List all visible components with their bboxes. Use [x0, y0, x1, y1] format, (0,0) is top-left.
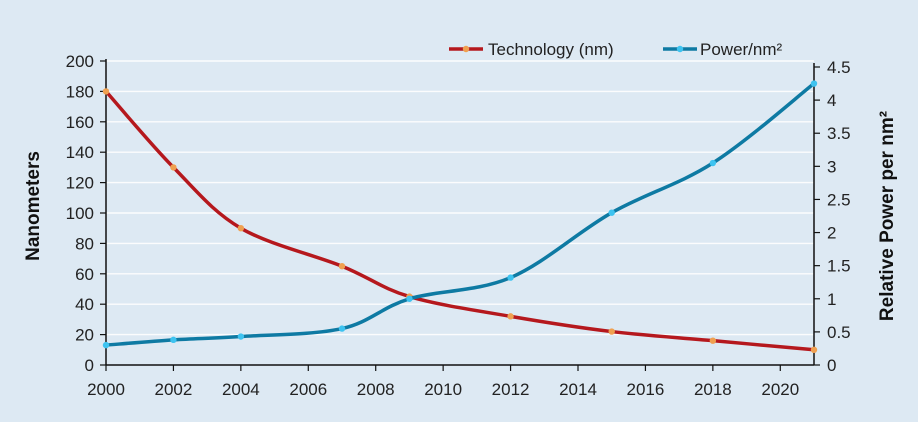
data-point-power	[810, 80, 818, 87]
y2-tick-label: 3.5	[827, 124, 851, 143]
data-point-power	[507, 274, 514, 281]
y-tick-label: 140	[66, 143, 94, 162]
data-point-technology	[170, 164, 177, 171]
y2-tick-label: 3	[827, 157, 836, 176]
legend-label-power: Power/nm²	[700, 40, 783, 59]
data-point-technology	[507, 313, 514, 320]
data-point-technology	[102, 88, 110, 95]
y-tick-label: 180	[66, 82, 94, 101]
data-point-power	[338, 325, 346, 332]
gridlines	[106, 60, 814, 336]
legend-label-technology: Technology (nm)	[488, 40, 614, 59]
y2-tick-label: 1	[827, 290, 836, 309]
y-tick-label: 80	[75, 234, 94, 253]
y2-tick-label: 0.5	[827, 323, 851, 342]
data-point-power	[406, 295, 413, 302]
y2-tick-label: 0	[827, 356, 836, 375]
y-tick-label: 120	[66, 174, 94, 193]
data-point-technology	[338, 263, 346, 270]
data-point-power	[237, 333, 245, 340]
data-point-power	[170, 336, 177, 344]
x-tick-label: 2002	[155, 380, 193, 399]
axes: 02040608010012014016018020000.511.522.53…	[66, 52, 851, 399]
x-tick-label: 2000	[87, 380, 125, 399]
y-tick-label: 20	[75, 326, 94, 345]
y2-tick-label: 2	[827, 224, 836, 243]
legend: Technology (nm) Power/nm²	[449, 40, 783, 59]
y-tick-label: 200	[66, 52, 94, 71]
x-tick-label: 2006	[289, 380, 327, 399]
y-axis-title: Nanometers	[23, 151, 44, 261]
legend-marker-power	[676, 45, 684, 53]
data-point-technology	[237, 225, 245, 232]
y2-tick-label: 2.5	[827, 190, 851, 209]
legend-marker-technology	[462, 45, 470, 53]
x-tick-label: 2020	[761, 380, 799, 399]
data-point-technology	[608, 328, 615, 335]
data-point-power	[102, 341, 110, 349]
x-tick-label: 2014	[559, 380, 597, 399]
y2-tick-label: 4	[827, 91, 836, 110]
y-tick-label: 160	[66, 113, 94, 132]
x-tick-label: 2016	[627, 380, 665, 399]
y-tick-label: 40	[75, 295, 94, 314]
y2-axis-title: Relative Power per nm²	[877, 111, 898, 321]
series-layer	[102, 80, 818, 353]
x-tick-label: 2010	[424, 380, 462, 399]
y2-tick-label: 4.5	[827, 58, 851, 77]
x-tick-label: 2012	[492, 380, 530, 399]
y-tick-label: 0	[85, 356, 94, 375]
x-tick-label: 2018	[694, 380, 732, 399]
series-line-power	[104, 81, 816, 347]
y-tick-label: 100	[66, 204, 94, 223]
data-point-power	[608, 209, 615, 216]
series-line-technology	[104, 89, 816, 352]
data-point-technology	[709, 337, 717, 344]
data-point-technology	[810, 346, 818, 353]
y2-tick-label: 1.5	[827, 257, 851, 276]
x-tick-label: 2004	[222, 380, 260, 399]
data-point-power	[709, 159, 717, 167]
x-tick-label: 2008	[357, 380, 395, 399]
y-tick-label: 60	[75, 265, 94, 284]
